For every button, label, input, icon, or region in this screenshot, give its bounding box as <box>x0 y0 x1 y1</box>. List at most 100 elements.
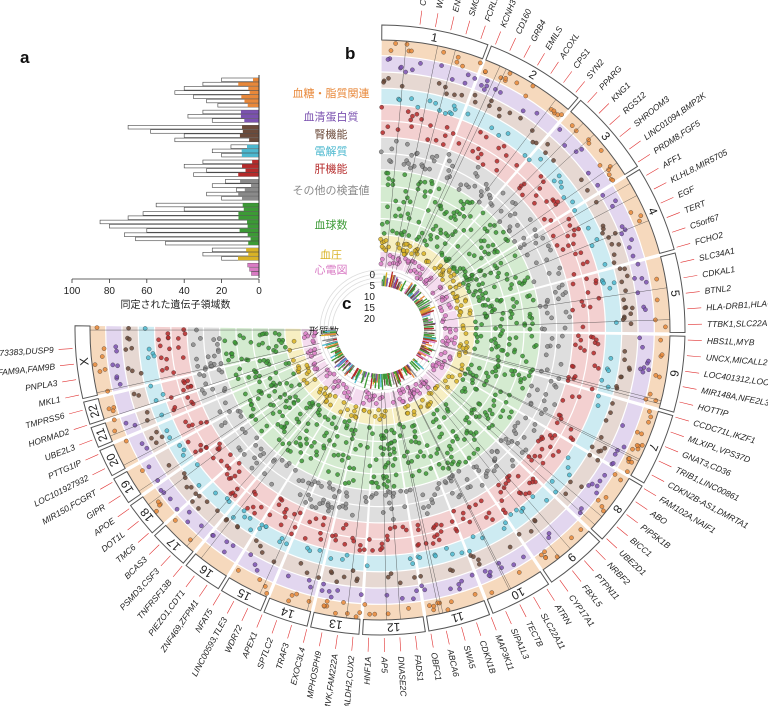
association-dot <box>297 435 303 441</box>
association-dot <box>279 340 284 345</box>
locus-line <box>417 99 557 281</box>
association-dot <box>306 369 311 374</box>
association-dot <box>252 455 257 461</box>
trait-band <box>332 518 367 539</box>
association-dot <box>580 261 586 267</box>
trait-band <box>196 450 224 480</box>
association-dot <box>259 550 265 555</box>
gene-pointer <box>465 20 471 35</box>
association-dot <box>465 485 471 490</box>
trait-count-bar <box>339 357 347 363</box>
association-dot <box>563 491 568 497</box>
bar-fill <box>240 179 259 184</box>
association-dot <box>335 434 340 439</box>
association-dot <box>436 361 442 366</box>
association-dot <box>358 443 363 448</box>
association-dot <box>389 146 395 152</box>
gene-pointer <box>461 626 466 641</box>
trait-band <box>201 482 235 515</box>
association-dot <box>146 464 152 470</box>
association-dot <box>473 430 479 435</box>
association-dot <box>401 162 407 167</box>
association-dot <box>367 397 372 403</box>
association-dot <box>513 275 518 280</box>
association-dot <box>590 335 596 340</box>
association-dot <box>439 308 444 314</box>
association-dot <box>252 510 257 516</box>
gene-pointer <box>59 363 74 367</box>
association-dot <box>621 444 627 450</box>
association-dot <box>630 305 635 311</box>
association-dot <box>481 238 487 244</box>
association-dot <box>415 104 421 110</box>
association-dot <box>224 351 229 357</box>
association-dot <box>433 363 439 369</box>
association-dot <box>618 477 623 483</box>
association-dot <box>522 376 527 381</box>
association-dot <box>628 321 634 327</box>
association-dot <box>601 226 606 232</box>
association-dot <box>331 385 336 390</box>
chromosome-label: 7 <box>646 441 662 453</box>
trait-band <box>451 491 496 524</box>
association-dot <box>304 436 309 442</box>
association-dot <box>487 407 493 413</box>
association-dot <box>540 436 545 441</box>
trait-count-bar <box>421 312 431 318</box>
association-dot <box>447 355 453 361</box>
association-dot <box>552 402 557 407</box>
association-dot <box>456 582 462 587</box>
association-dot <box>469 362 474 368</box>
association-dot <box>372 414 378 419</box>
association-dot <box>559 282 565 288</box>
association-dot <box>217 441 222 447</box>
trait-count-bar <box>351 365 355 369</box>
chromosome-label: 5 <box>668 289 683 298</box>
association-dot <box>304 441 309 446</box>
association-dot <box>527 326 533 332</box>
association-dot <box>266 393 272 399</box>
bar-fill <box>238 215 259 220</box>
gene-pointer <box>666 212 680 218</box>
association-dot <box>278 424 284 429</box>
association-dot <box>461 214 467 219</box>
trait-band <box>582 273 605 332</box>
association-dot <box>444 91 449 97</box>
gene-pointer <box>100 482 113 490</box>
gene-pointer <box>523 45 531 58</box>
association-dot <box>408 268 413 274</box>
association-dot <box>516 570 522 575</box>
association-dot <box>546 243 551 249</box>
trait-band <box>247 479 278 507</box>
association-dot <box>236 469 242 474</box>
trait-band <box>169 469 200 502</box>
association-dot <box>444 546 449 551</box>
association-dot <box>597 478 603 484</box>
association-dot <box>341 600 346 605</box>
association-dot <box>427 166 432 172</box>
trait-count-bar <box>394 370 402 386</box>
association-dot <box>398 64 404 70</box>
chromosome-ideogram <box>485 45 579 111</box>
bar-fill <box>251 271 259 276</box>
bar <box>127 125 260 130</box>
association-dot <box>333 610 338 616</box>
gene-pointer <box>651 474 665 482</box>
association-dot <box>190 422 195 428</box>
association-dot <box>185 395 190 400</box>
association-dot <box>326 589 332 594</box>
association-dot <box>245 357 251 363</box>
association-dot <box>422 189 428 194</box>
association-dot <box>258 453 263 458</box>
association-dot <box>332 379 338 385</box>
association-dot <box>458 303 464 308</box>
association-dot <box>528 217 533 222</box>
association-dot <box>259 504 264 510</box>
trait-count-bar <box>423 337 437 342</box>
association-dot <box>185 519 191 525</box>
gene-pointer <box>575 81 585 93</box>
gene-pointer <box>606 538 618 549</box>
association-dot <box>542 326 547 332</box>
gene-pointer <box>58 348 73 350</box>
association-dot <box>555 199 561 205</box>
